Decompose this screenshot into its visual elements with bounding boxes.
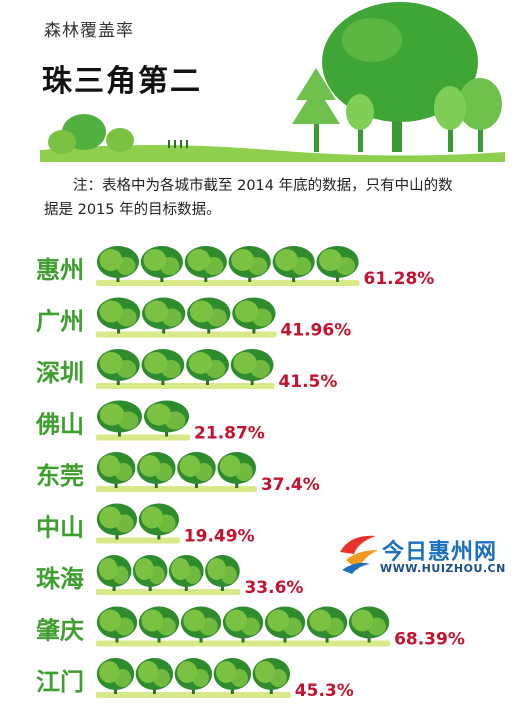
value-label: 41.96% [280,321,351,341]
tree-icon [252,658,291,694]
tree-icon [222,606,264,643]
tree-icon [228,246,271,282]
tree-icon [137,452,176,488]
forest-illustration [40,2,505,162]
bar [96,452,257,492]
bar [96,349,275,389]
small-tree-icon [346,78,502,152]
tree-icon [230,349,274,385]
tree-icon [174,658,213,694]
city-label: 佛山 [35,411,84,439]
bar [96,503,180,544]
tree-icon [142,297,186,334]
tree-icon [138,503,179,540]
tree-icon [140,246,183,282]
city-label: 广州 [36,308,84,336]
tree-icon [96,555,132,591]
tree-icon [96,297,141,334]
logo-url: WWW.HUIZHOU.CN [380,562,506,575]
tree-icon [96,246,140,282]
tree-icon [96,400,143,437]
tree-icon [132,555,168,591]
city-label: 肇庆 [36,617,84,645]
bar [96,606,391,647]
value-label: 37.4% [261,475,320,495]
people-icon [168,140,188,148]
bar [96,297,277,338]
tree-icon [135,658,174,694]
tree-icon [213,658,252,694]
city-label: 惠州 [36,256,84,284]
tree-icon [217,452,257,488]
tree-icon [186,349,229,385]
tree-icon [143,400,190,437]
value-label: 61.28% [364,269,435,289]
tree-icon [348,606,390,643]
watermark-logo: 今日惠州网 WWW.HUIZHOU.CN [336,528,514,584]
city-label: 珠海 [36,565,84,593]
value-label: 21.87% [194,424,265,444]
bar [96,400,191,441]
tree-icon [96,658,135,694]
big-tree-icon [322,2,478,152]
tree-icon [232,297,276,334]
bush-icon [48,114,134,154]
ground-strip [40,145,505,162]
chart-title: 珠三角第二 [42,64,202,99]
chart-subtitle: 森林覆盖率 [44,21,134,41]
tree-icon [96,452,136,488]
bar [96,658,291,698]
tree-icon [96,349,140,385]
tree-icon [138,606,180,643]
logo-name: 今日惠州网 [382,540,498,565]
tree-icon [177,452,216,488]
bar [96,555,241,595]
value-label: 19.49% [184,527,255,547]
city-label: 深圳 [36,359,84,387]
tree-icon [205,555,240,591]
tree-icon [141,349,185,385]
city-label: 中山 [36,514,84,542]
pine-tree-icon [292,68,340,152]
tree-icon [180,606,222,643]
tree-icon [96,503,138,540]
tree-icon [168,555,204,591]
city-label: 东莞 [36,462,84,490]
tree-icon [316,246,359,282]
value-label: 45.3% [295,681,354,701]
tree-icon [96,606,138,643]
bar [96,246,360,286]
value-label: 68.39% [394,630,465,650]
city-label: 江门 [36,668,84,696]
tree-icon [187,297,231,334]
value-label: 41.5% [278,372,337,392]
tree-icon [184,246,227,282]
logo-mark-icon [340,535,378,574]
tree-icon [264,606,306,643]
chart-note: 注：表格中为各城市截至 2014 年底的数据，只有中山的数据是 2015 年的目… [44,178,453,218]
tree-icon [272,246,315,282]
value-label: 33.6% [244,578,303,598]
tree-icon [306,606,348,643]
